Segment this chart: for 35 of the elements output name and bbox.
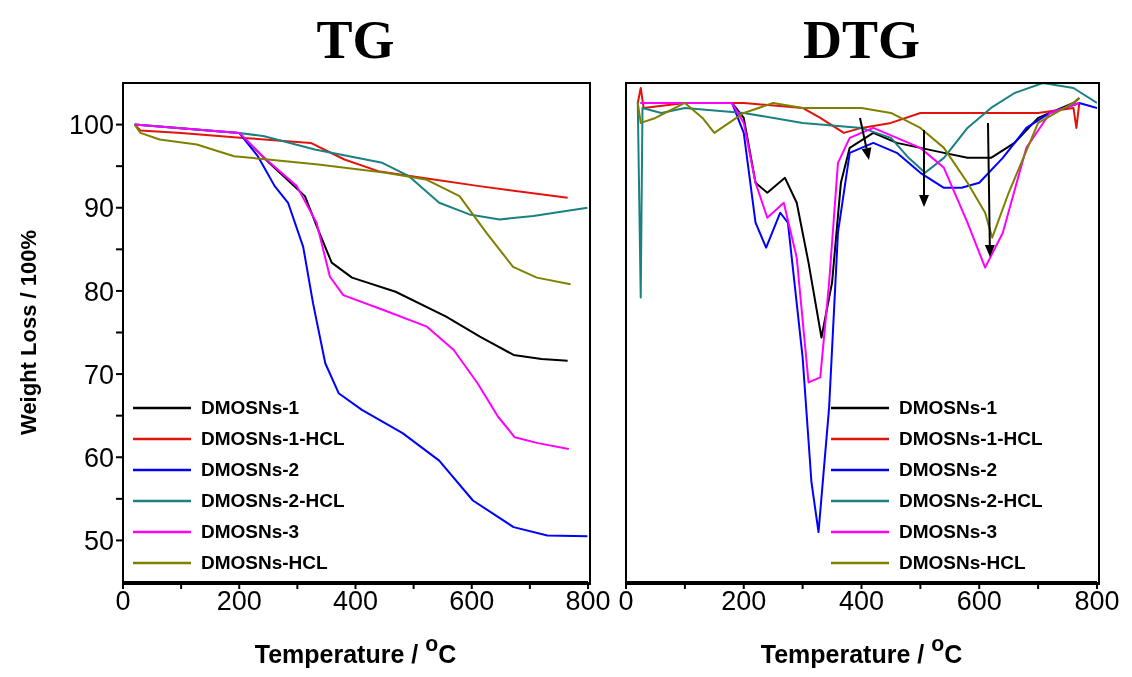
- legend-label: DMOSNs-2-HCL: [899, 489, 1043, 512]
- line-series: [133, 123, 572, 286]
- x-tick-label: 200: [721, 586, 767, 617]
- y-tick-label: 50: [83, 526, 114, 556]
- x-tick-label: 800: [1074, 586, 1120, 617]
- legend-label: DMOSNs-1: [899, 396, 998, 419]
- x-axis-title: Temperature / $^{o}$C: [254, 632, 457, 668]
- legend-label: DMOSNs-2-HCL: [201, 489, 345, 512]
- x-tick-label: 0: [618, 586, 634, 617]
- legend-label: DMOSNs-3: [201, 520, 300, 543]
- x-tick-label: 200: [216, 586, 262, 617]
- x-tick-label: 0: [115, 586, 131, 617]
- chart-title: TG: [315, 9, 396, 72]
- line-series: [133, 123, 570, 450]
- y-tick-label: 70: [83, 359, 114, 390]
- y-tick-label: 90: [83, 193, 114, 224]
- legend-label: DMOSNs-HCL: [899, 551, 1026, 574]
- x-tick-label: 400: [332, 586, 379, 617]
- x-tick-label: 600: [449, 586, 495, 617]
- x-tick-label: 400: [838, 586, 885, 617]
- y-tick-label: 60: [83, 442, 114, 473]
- legend-label: DMOSNs-3: [899, 520, 998, 543]
- legend-label: DMOSNs-2: [899, 458, 998, 481]
- legend-label: DMOSNs-1: [201, 396, 300, 419]
- x-tick-label: 800: [565, 586, 611, 617]
- chart-title: DTG: [802, 9, 921, 72]
- legend-label: DMOSNs-2: [201, 458, 300, 481]
- x-axis-title: Temperature / $^{o}$C: [760, 632, 963, 668]
- legend-label: DMOSNs-1-HCL: [201, 427, 345, 450]
- y-axis-title: Weight Loss / 100%: [15, 230, 41, 435]
- y-tick-label: 100: [68, 110, 114, 141]
- legend-label: DMOSNs-HCL: [201, 551, 328, 574]
- y-tick-label: 80: [83, 276, 114, 307]
- x-tick-label: 600: [956, 586, 1002, 617]
- legend-label: DMOSNs-1-HCL: [899, 427, 1043, 450]
